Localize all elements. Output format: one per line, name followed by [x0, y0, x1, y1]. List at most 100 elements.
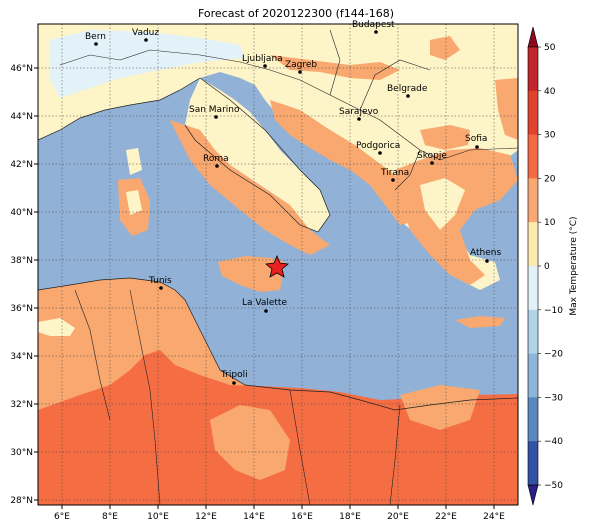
city-la-valette: La Valette — [242, 298, 287, 313]
colorbar-segment — [528, 397, 538, 442]
lon-tick: 20°E — [387, 512, 409, 522]
lat-tick: 46°N — [10, 64, 33, 74]
colorbar-tick-label: −40 — [544, 437, 563, 447]
svg-text:Tripoli: Tripoli — [220, 370, 248, 380]
lon-tick: 18°E — [339, 512, 361, 522]
colorbar-extend-min — [527, 484, 539, 506]
lat-tick: 40°N — [10, 208, 33, 218]
colorbar-tick-label: 50 — [544, 43, 556, 53]
city-bern: Bern — [85, 32, 106, 46]
city-ljubljana: Ljubljana — [242, 54, 283, 68]
city-tripoli: Tripoli — [220, 370, 248, 385]
africa-mild-patch-2 — [400, 385, 480, 430]
italy-land — [185, 78, 330, 232]
svg-text:Bern: Bern — [85, 32, 106, 42]
svg-text:Budapest: Budapest — [352, 20, 395, 30]
svg-text:Zagreb: Zagreb — [285, 60, 317, 70]
lon-tick: 8°E — [102, 512, 118, 522]
lon-tick: 24°E — [483, 512, 505, 522]
colorbar-tick-label: −50 — [544, 481, 563, 491]
map-frame — [37, 23, 519, 506]
svg-text:Vaduz: Vaduz — [132, 28, 159, 38]
greece-mild — [395, 148, 518, 285]
city-podgorica: Podgorica — [356, 141, 400, 155]
italy-mild — [170, 120, 330, 255]
country-borders — [59, 29, 518, 505]
city-sofia: Sofia — [465, 134, 487, 149]
city-belgrade: Belgrade — [387, 84, 428, 98]
colorbar-segment — [528, 309, 538, 355]
colorbar-label: Max Temperature (°C) — [569, 216, 579, 315]
svg-text:Tunis: Tunis — [148, 276, 172, 286]
city-layer: Bern Vaduz Budapest Ljubljana Zagreb Bel… — [85, 20, 501, 385]
lon-tick: 10°E — [147, 512, 169, 522]
africa-mild-patch — [210, 405, 290, 480]
crete — [455, 316, 505, 328]
africa-coast-cool — [38, 318, 75, 336]
svg-text:Belgrade: Belgrade — [387, 84, 428, 94]
city-budapest: Budapest — [352, 20, 395, 34]
alps-cold — [50, 30, 245, 98]
corsica — [126, 148, 142, 175]
lon-tick: 6°E — [54, 512, 70, 522]
north-mild-strip — [270, 55, 400, 80]
svg-text:Sarajevo: Sarajevo — [339, 107, 379, 117]
lat-tick: 28°N — [10, 496, 33, 506]
svg-text:Athens: Athens — [470, 248, 501, 258]
map-title: Forecast of 2020122300 (f144-168) — [197, 7, 395, 20]
colorbar-tick-label: 40 — [544, 87, 556, 97]
colorbar-extend-max — [527, 26, 539, 48]
svg-text:Roma: Roma — [203, 154, 229, 164]
lon-tick: 16°E — [291, 512, 313, 522]
svg-text:Sofia: Sofia — [465, 134, 487, 144]
city-tunis: Tunis — [148, 276, 172, 290]
colorbar-segment — [528, 178, 538, 223]
city-zagreb: Zagreb — [285, 60, 317, 74]
lat-tick: 36°N — [10, 304, 33, 314]
east-mild-band — [495, 78, 518, 140]
europe-mild-coast — [270, 100, 420, 225]
colorbar-tick-label: −20 — [544, 350, 563, 360]
colorbar-tick-label: 10 — [544, 218, 556, 228]
lat-ticks: 46°N 44°N 42°N 40°N 38°N 36°N 34°N 32°N … — [10, 64, 38, 506]
lat-tick: 38°N — [10, 256, 33, 266]
lat-tick: 34°N — [10, 352, 33, 362]
city-skopje: Skopje — [417, 151, 447, 165]
lon-tick: 14°E — [243, 512, 265, 522]
colorbar-segment — [528, 134, 538, 179]
svg-text:Tirana: Tirana — [380, 168, 409, 178]
colorbar-tick-label: 20 — [544, 174, 556, 184]
greece-cool — [420, 178, 465, 230]
colorbar-segment — [528, 47, 538, 92]
colorbar-segment — [528, 441, 538, 486]
colorbar-segment — [528, 266, 538, 311]
city-san-marino: San Marino — [189, 105, 240, 119]
city-tirana: Tirana — [380, 168, 409, 182]
svg-text:La Valette: La Valette — [242, 298, 287, 308]
colorbar-tick-label: −30 — [544, 393, 563, 403]
colorbar-segment — [528, 222, 538, 267]
balkan-warm — [420, 125, 470, 150]
east-warm-patch — [430, 36, 460, 60]
lon-tick: 12°E — [195, 512, 217, 522]
svg-text:Skopje: Skopje — [417, 151, 447, 161]
city-vaduz: Vaduz — [132, 28, 159, 42]
colorbar-tick-label: 0 — [544, 262, 550, 272]
svg-text:San Marino: San Marino — [189, 105, 240, 115]
lon-ticks: 6°E 8°E 10°E 12°E 14°E 16°E 18°E 20°E 22… — [54, 505, 505, 522]
colorbar-tick-label: 30 — [544, 131, 556, 141]
colorbar-segment — [528, 353, 538, 398]
lat-tick: 42°N — [10, 160, 33, 170]
sardinia-cool — [126, 190, 142, 215]
colorbar-segment — [528, 90, 538, 136]
map-area — [38, 24, 518, 505]
lat-tick: 30°N — [10, 448, 33, 458]
lon-tick: 22°E — [435, 512, 457, 522]
svg-text:Podgorica: Podgorica — [356, 141, 400, 151]
city-roma: Roma — [203, 154, 229, 168]
city-athens: Athens — [470, 248, 501, 263]
lat-tick: 32°N — [10, 400, 33, 410]
svg-text:Ljubljana: Ljubljana — [242, 54, 283, 64]
coastlines — [38, 77, 518, 411]
